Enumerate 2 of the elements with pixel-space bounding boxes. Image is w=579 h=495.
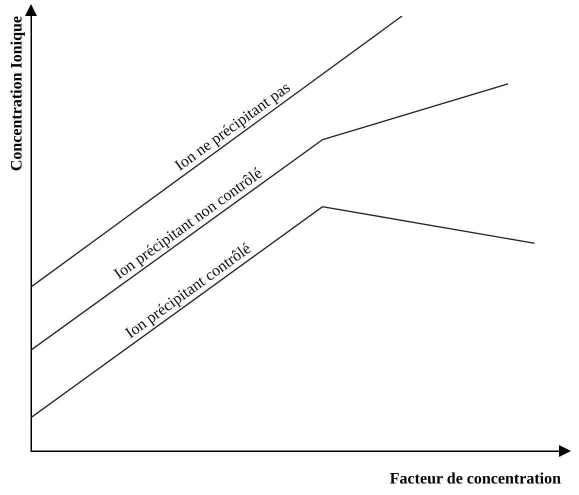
x-axis-title: Facteur de concentration <box>390 470 562 488</box>
y-axis-title: Concentration Ionique <box>8 16 26 172</box>
